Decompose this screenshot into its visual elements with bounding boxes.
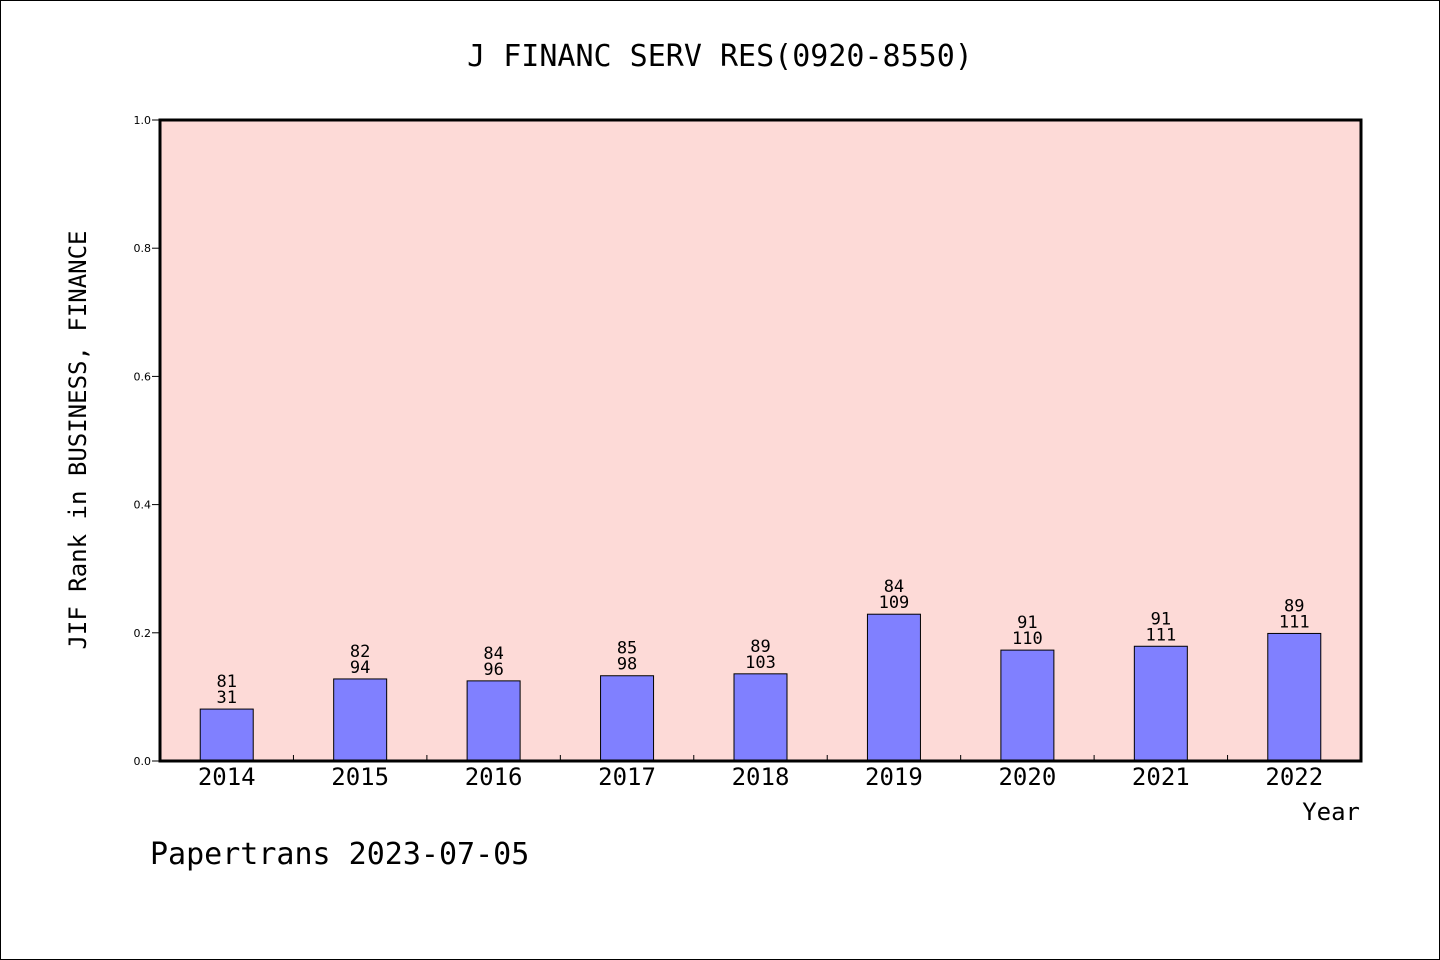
rank-label: 89 xyxy=(750,637,770,657)
rank-label: 84 xyxy=(483,644,503,664)
total-label: 98 xyxy=(617,655,637,675)
bar-2016 xyxy=(466,680,521,762)
x-tick-label: 2021 xyxy=(1132,763,1190,791)
plot-border xyxy=(158,118,1363,763)
chart-title: J FINANC SERV RES(0920-8550) xyxy=(467,39,973,74)
footer-text: Papertrans 2023-07-05 xyxy=(150,837,529,872)
x-tick-label: 2017 xyxy=(598,763,656,791)
bar-2019 xyxy=(866,613,921,762)
y-tick-label: 0.8 xyxy=(134,242,152,255)
total-label: 111 xyxy=(1145,625,1176,645)
x-tick-label: 2014 xyxy=(198,763,256,791)
x-axis-label: Year xyxy=(1302,798,1360,826)
rank-label: 89 xyxy=(1284,596,1304,616)
x-tick-label: 2016 xyxy=(465,763,523,791)
bars xyxy=(199,613,1322,762)
y-tick-label: 0.6 xyxy=(134,370,152,383)
bar-2015 xyxy=(333,678,388,762)
y-tick-label: 0.0 xyxy=(134,755,152,768)
y-tick-label: 0.2 xyxy=(134,627,152,640)
total-label: 94 xyxy=(350,658,370,678)
y-axis-label: JIF Rank in BUSINESS, FINANCE xyxy=(64,230,92,649)
bar-2018 xyxy=(733,673,788,762)
rank-label: 84 xyxy=(884,577,904,597)
bar-2022 xyxy=(1267,632,1322,762)
x-tick-label: 2020 xyxy=(998,763,1056,791)
x-tick-label: 2018 xyxy=(732,763,790,791)
total-label: 111 xyxy=(1279,612,1310,632)
rank-label: 91 xyxy=(1017,613,1037,633)
total-label: 109 xyxy=(879,593,910,613)
bar-2020 xyxy=(1000,649,1055,762)
x-tick-label: 2015 xyxy=(331,763,389,791)
bar-2014 xyxy=(199,708,254,762)
rank-label: 81 xyxy=(216,672,236,692)
y-axis-ticks: 0.0 0.2 0.4 0.6 0.8 1.0 xyxy=(134,114,160,768)
x-axis-ticks: 2014 2015 2016 2017 2018 2019 2020 2021 2022 xyxy=(198,755,1323,791)
rank-label: 82 xyxy=(350,642,370,662)
bar-2017 xyxy=(600,675,655,762)
total-label: 103 xyxy=(745,653,776,673)
bar-2021 xyxy=(1133,645,1188,762)
data-labels: 8131829484968598891038410991110911118911… xyxy=(216,577,1309,708)
y-tick-label: 0.4 xyxy=(134,499,152,512)
total-label: 31 xyxy=(216,688,236,708)
total-label: 110 xyxy=(1012,629,1043,649)
y-tick-label: 1.0 xyxy=(134,114,152,127)
total-label: 96 xyxy=(483,660,503,680)
rank-label: 91 xyxy=(1151,609,1171,629)
x-tick-label: 2019 xyxy=(865,763,923,791)
rank-label: 85 xyxy=(617,639,637,659)
x-tick-label: 2022 xyxy=(1265,763,1323,791)
